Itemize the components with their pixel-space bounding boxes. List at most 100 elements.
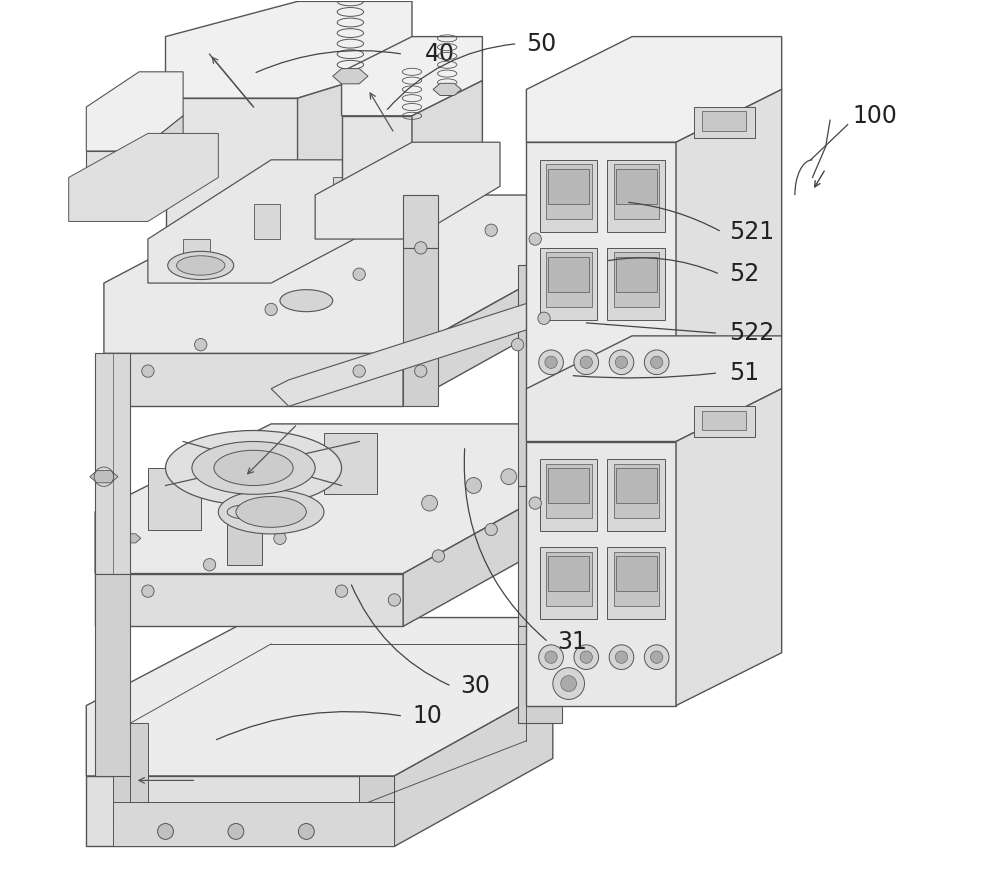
Ellipse shape xyxy=(177,256,225,275)
Bar xyxy=(694,406,755,437)
Polygon shape xyxy=(113,723,148,820)
Circle shape xyxy=(335,585,348,597)
Ellipse shape xyxy=(280,290,333,312)
Circle shape xyxy=(539,645,563,669)
Circle shape xyxy=(561,675,577,691)
Bar xyxy=(548,257,589,292)
Circle shape xyxy=(422,495,438,511)
Circle shape xyxy=(644,350,669,374)
Ellipse shape xyxy=(168,252,234,280)
Circle shape xyxy=(142,585,154,597)
Ellipse shape xyxy=(218,490,324,534)
Circle shape xyxy=(651,651,663,663)
Polygon shape xyxy=(433,83,461,95)
Circle shape xyxy=(274,532,286,545)
Text: 50: 50 xyxy=(526,32,557,56)
Polygon shape xyxy=(86,776,394,847)
Bar xyxy=(616,556,657,591)
Polygon shape xyxy=(394,688,553,847)
Polygon shape xyxy=(86,617,553,776)
Circle shape xyxy=(142,365,154,377)
Bar xyxy=(548,556,589,591)
Bar xyxy=(607,547,665,619)
Polygon shape xyxy=(148,160,421,283)
Polygon shape xyxy=(315,142,500,239)
Polygon shape xyxy=(139,116,183,195)
Circle shape xyxy=(501,469,517,485)
Polygon shape xyxy=(518,486,562,626)
Circle shape xyxy=(644,645,669,669)
Circle shape xyxy=(580,651,592,663)
Polygon shape xyxy=(403,486,562,626)
Bar xyxy=(694,107,755,138)
Bar xyxy=(546,253,592,306)
Polygon shape xyxy=(148,468,201,530)
Circle shape xyxy=(228,824,244,840)
Bar xyxy=(607,459,665,532)
Circle shape xyxy=(466,478,482,494)
Polygon shape xyxy=(166,2,412,98)
Circle shape xyxy=(545,356,557,368)
Polygon shape xyxy=(526,142,676,389)
Polygon shape xyxy=(324,433,377,494)
Polygon shape xyxy=(86,72,183,151)
Bar xyxy=(546,464,592,518)
Bar xyxy=(702,111,746,131)
Bar xyxy=(548,169,589,204)
Polygon shape xyxy=(403,195,438,248)
Polygon shape xyxy=(104,195,562,353)
Bar xyxy=(616,468,657,503)
Circle shape xyxy=(609,350,634,374)
Circle shape xyxy=(538,312,550,324)
Circle shape xyxy=(485,524,497,536)
Polygon shape xyxy=(333,69,368,84)
Bar xyxy=(614,164,659,219)
Polygon shape xyxy=(95,574,130,776)
Text: 30: 30 xyxy=(460,675,490,698)
Polygon shape xyxy=(227,512,262,565)
Ellipse shape xyxy=(166,431,342,505)
Text: 31: 31 xyxy=(557,630,587,654)
Bar xyxy=(616,169,657,204)
Bar xyxy=(540,547,597,619)
Bar xyxy=(607,160,665,232)
Circle shape xyxy=(415,242,427,254)
Bar xyxy=(614,552,659,606)
Polygon shape xyxy=(113,803,394,847)
Polygon shape xyxy=(95,424,562,574)
Bar xyxy=(540,160,597,232)
Polygon shape xyxy=(298,63,412,239)
Polygon shape xyxy=(518,626,562,723)
Circle shape xyxy=(553,668,585,699)
Text: 51: 51 xyxy=(729,361,759,385)
Polygon shape xyxy=(403,248,438,406)
Circle shape xyxy=(651,356,663,368)
Polygon shape xyxy=(518,266,562,486)
Bar xyxy=(546,552,592,606)
Polygon shape xyxy=(412,80,482,204)
Circle shape xyxy=(158,824,173,840)
Bar xyxy=(607,248,665,320)
Circle shape xyxy=(609,645,634,669)
Text: 100: 100 xyxy=(852,104,897,128)
Bar xyxy=(614,253,659,306)
Polygon shape xyxy=(254,204,280,239)
Polygon shape xyxy=(271,301,535,406)
Circle shape xyxy=(529,497,541,509)
Circle shape xyxy=(485,224,497,237)
Polygon shape xyxy=(526,36,782,142)
Bar xyxy=(548,468,589,503)
Circle shape xyxy=(545,651,557,663)
Polygon shape xyxy=(526,336,782,442)
Polygon shape xyxy=(342,36,482,116)
Bar xyxy=(616,257,657,292)
Circle shape xyxy=(615,356,628,368)
Circle shape xyxy=(195,338,207,351)
Circle shape xyxy=(511,338,524,351)
Text: 10: 10 xyxy=(412,704,442,728)
Circle shape xyxy=(265,303,277,315)
Polygon shape xyxy=(342,116,412,204)
Ellipse shape xyxy=(227,505,262,519)
Text: 521: 521 xyxy=(729,220,774,244)
Circle shape xyxy=(615,651,628,663)
